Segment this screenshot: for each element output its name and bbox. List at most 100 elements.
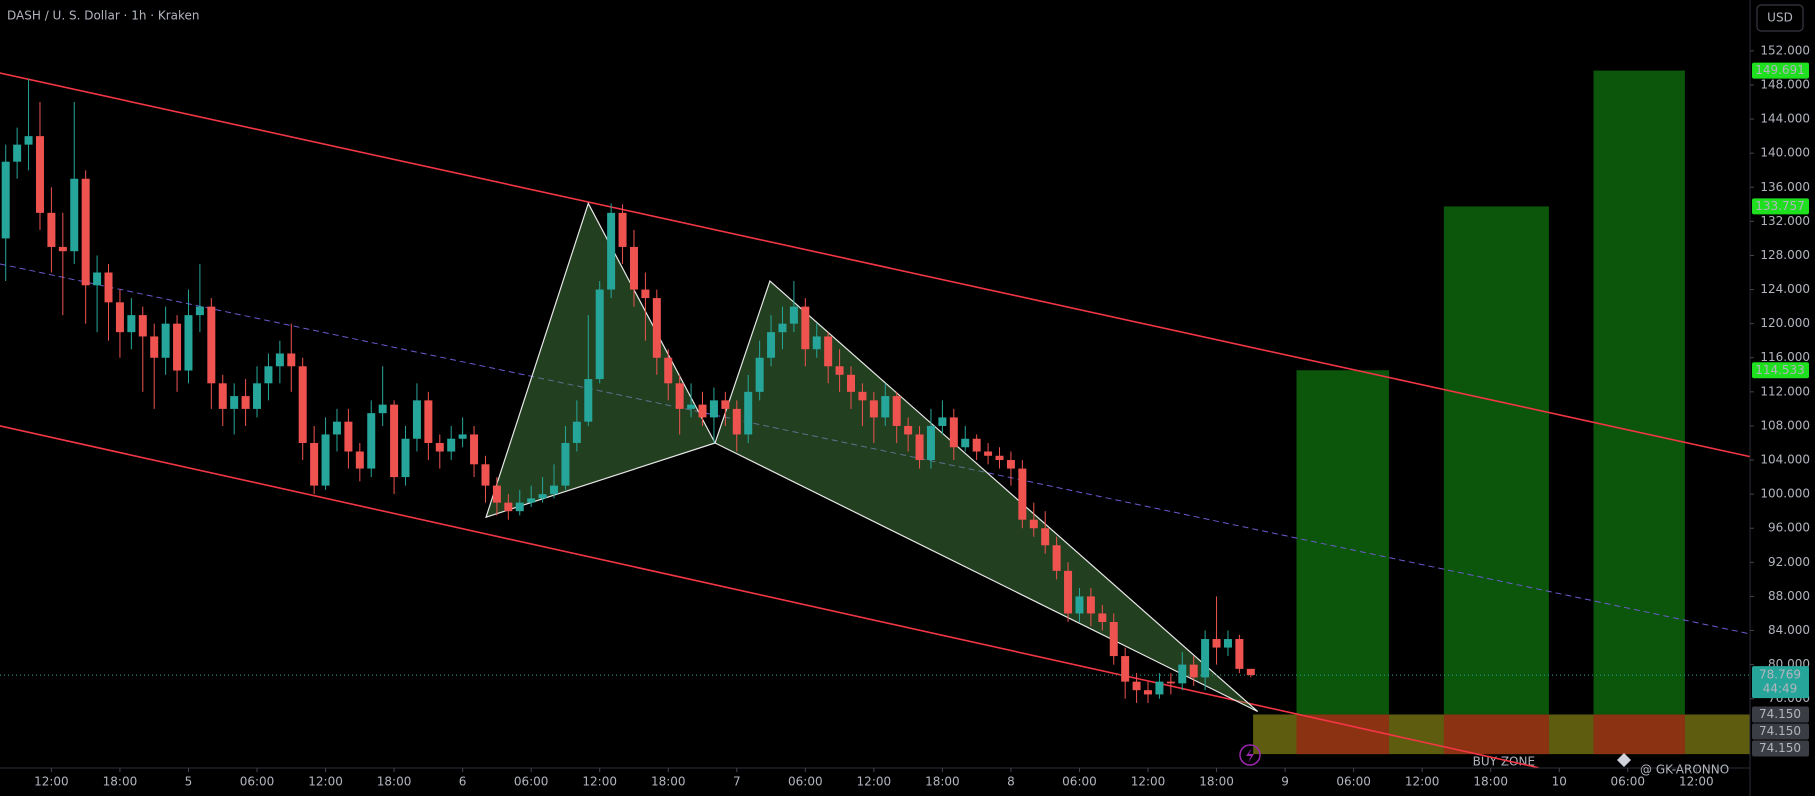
- candle-body: [310, 442, 319, 486]
- x-tick-label: 6: [459, 775, 467, 789]
- candle-body: [287, 353, 296, 367]
- candle-body: [470, 434, 479, 465]
- candle-body: [1, 161, 10, 239]
- x-tick-label: 12:00: [857, 775, 892, 789]
- buy-zone-label: BUY ZONE: [1473, 755, 1535, 769]
- candle-body: [218, 383, 227, 409]
- candle-body: [744, 391, 753, 435]
- candle-body: [1246, 668, 1255, 676]
- candle-body: [961, 438, 970, 448]
- y-tick-label: 104.000: [1760, 453, 1810, 467]
- countdown: 44:49: [1763, 682, 1798, 696]
- candle-body: [424, 400, 433, 443]
- x-tick-label: 12:00: [34, 775, 69, 789]
- candle-body: [755, 357, 764, 392]
- candle-body: [515, 502, 524, 512]
- x-tick-label: 12:00: [1405, 775, 1440, 789]
- candle-body: [1086, 596, 1095, 614]
- candle-body: [538, 494, 547, 499]
- y-tick-label: 128.000: [1760, 248, 1810, 262]
- candle-body: [1235, 639, 1244, 669]
- alert-icon[interactable]: [1239, 744, 1261, 766]
- candle-body: [390, 404, 399, 478]
- x-tick-label: 12:00: [1131, 775, 1166, 789]
- candle-body: [104, 272, 113, 303]
- currency-button[interactable]: [1756, 4, 1804, 32]
- target-price-label-box: [1752, 362, 1809, 379]
- candle-body: [801, 306, 810, 350]
- candles: [1, 79, 1255, 703]
- candle-body: [698, 404, 707, 418]
- y-tick-label: 112.000: [1760, 384, 1810, 398]
- candle-body: [721, 400, 730, 409]
- candle-body: [904, 425, 913, 435]
- candle-body: [1075, 596, 1084, 614]
- candle-body: [184, 315, 193, 371]
- candle-body: [1109, 621, 1118, 657]
- x-tick-label: 10: [1552, 775, 1567, 789]
- candle-body: [789, 306, 798, 324]
- candle-body: [572, 421, 581, 443]
- target-box: [1593, 70, 1685, 715]
- candle-body: [447, 438, 456, 452]
- y-tick-label: 92.000: [1768, 555, 1810, 569]
- candle-body: [93, 272, 102, 286]
- y-tick-label: 100.000: [1760, 487, 1810, 501]
- candle-body: [607, 212, 616, 290]
- watermark-logo: [1617, 753, 1631, 767]
- candle-body: [1006, 460, 1015, 469]
- candle-body: [127, 315, 136, 333]
- candle-body: [458, 434, 467, 439]
- x-tick-label: 18:00: [377, 775, 412, 789]
- x-tick-label: 18:00: [651, 775, 686, 789]
- candle-body: [1178, 664, 1187, 684]
- candle-body: [1041, 528, 1050, 546]
- candle-body: [595, 289, 604, 380]
- y-tick-label: 132.000: [1760, 214, 1810, 228]
- candle-body: [824, 336, 833, 367]
- candle-body: [321, 434, 330, 486]
- candle-body: [492, 485, 501, 503]
- candle-body: [1212, 639, 1221, 648]
- candle-body: [401, 438, 410, 478]
- candle-body: [1144, 690, 1153, 695]
- candle-body: [915, 434, 924, 461]
- candle-body: [230, 396, 239, 409]
- x-tick-label: 18:00: [925, 775, 960, 789]
- candle-body: [58, 246, 67, 252]
- candle-body: [858, 391, 867, 401]
- channel-line: [0, 425, 1539, 769]
- x-tick-label: 18:00: [1199, 775, 1234, 789]
- candle-body: [264, 366, 273, 384]
- target-price-label: 133.757: [1755, 199, 1805, 213]
- candle-body: [1121, 656, 1130, 682]
- stop-box: [1593, 714, 1685, 755]
- x-tick-label: 5: [185, 775, 193, 789]
- candle-body: [47, 212, 56, 247]
- candle-body: [1189, 664, 1198, 678]
- candle-body: [1029, 519, 1038, 529]
- x-tick-label: 18:00: [103, 775, 138, 789]
- x-tick-label: 12:00: [308, 775, 343, 789]
- candle-body: [412, 400, 421, 439]
- x-tick-label: 06:00: [1062, 775, 1097, 789]
- y-tick-label: 84.000: [1768, 623, 1810, 637]
- candle-body: [378, 404, 387, 414]
- zone-price-label: 74.150: [1759, 741, 1801, 755]
- channel-line: [0, 72, 1751, 458]
- x-tick-label: 12:00: [582, 775, 617, 789]
- candle-body: [835, 366, 844, 375]
- candle-body: [1052, 545, 1061, 571]
- candle-body: [1166, 681, 1175, 684]
- candle-body: [207, 306, 216, 384]
- candle-body: [938, 417, 947, 426]
- y-tick-label: 108.000: [1760, 418, 1810, 432]
- candle-body: [115, 302, 124, 333]
- zones: BUY ZONE: [1253, 70, 1750, 769]
- candle-body: [81, 178, 90, 286]
- candle-body: [926, 425, 935, 461]
- x-tick-label: 8: [1007, 775, 1015, 789]
- candle-body: [161, 323, 170, 358]
